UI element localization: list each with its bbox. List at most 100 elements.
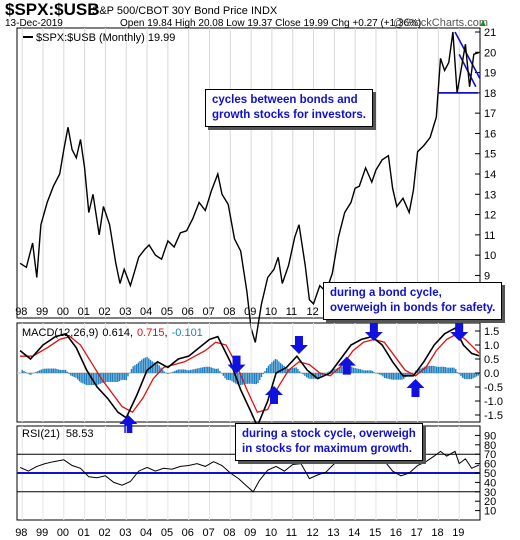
histogram-bar [196,368,199,373]
histogram-bar [331,369,334,373]
histogram-bar [413,372,415,374]
rsi-xtick-label: 00 [57,527,69,539]
histogram-bar [401,373,403,380]
histogram-bar [430,365,433,373]
rsi-xtick-label: 19 [452,527,464,539]
rsi-xtick-label: 15 [369,527,381,539]
rsi-xtick-label: 14 [348,527,360,539]
histogram-bar [179,369,181,373]
histogram-bar [302,373,304,375]
histogram-bar [474,373,476,378]
histogram-bar [279,362,282,373]
histogram-bar [38,370,41,373]
price-ytick-label: 14 [484,169,496,181]
histogram-bar [316,373,318,379]
histogram-bar [186,369,188,373]
histogram-bar [259,373,261,381]
rsi-xtick-label: 11 [286,527,297,539]
histogram-bar [427,365,429,373]
rsi-xtick-label: 08 [223,527,235,539]
macd-signal-line [20,333,480,414]
price-gridlines [21,28,460,318]
histogram-bar [215,368,218,373]
histogram-bar [444,367,447,373]
histogram-bar [319,373,322,377]
rsi-xtick-label: 07 [202,527,214,539]
histogram-bar [148,358,150,373]
histogram-bar [453,367,455,373]
histogram-bar [423,366,426,373]
macd-ytick-label: 0.5 [484,354,499,366]
histogram-bar [132,366,134,373]
rsi-value: 58.53 [66,428,94,440]
histogram-bar [163,371,166,373]
rsi-xtick-label: 02 [98,527,110,539]
histogram-bar [130,368,133,373]
annotation-stock-line2: in stocks for maximum growth. [242,443,412,455]
histogram-bar [250,373,252,384]
histogram-bar [278,361,280,373]
histogram-bar [477,373,479,376]
price-xtick-label: 04 [140,306,152,318]
histogram-bar [255,373,258,385]
price-series-line [19,31,480,343]
histogram-bar [406,373,408,377]
macd-ytick-label: 0.0 [484,368,499,380]
histogram-bar [233,373,235,383]
up-arrow-icon: ▲ [478,18,488,29]
histogram-bar [78,373,81,382]
histogram-bar [115,373,117,382]
histogram-bar [385,373,388,379]
rsi-xtick-label: 10 [265,527,277,539]
histogram-bar [359,369,362,373]
histogram-bar [434,366,436,373]
histogram-bar [298,371,301,373]
histogram-bar [120,373,122,381]
histogram-bar [50,368,53,373]
histogram-bar [276,359,278,373]
price-xtick-label: 01 [78,306,90,318]
histogram-bar [246,373,249,384]
histogram-bar [326,372,329,373]
histogram-bar [125,373,127,381]
histogram-bar [26,373,29,374]
price-ytick-label: 19 [484,68,496,80]
histogram-bar [59,369,62,373]
histogram-bar [167,373,169,374]
histogram-bar [141,359,143,373]
macd-line [19,327,480,429]
histogram-bar [71,373,74,377]
histogram-bar [200,367,202,373]
macd-trough-up-arrow [337,356,356,375]
histogram-bar [370,370,372,373]
histogram-bar [227,373,230,380]
histogram-bar [82,373,84,384]
histogram-bar [70,373,72,376]
histogram-bar [194,368,197,373]
histogram-bar [21,369,23,373]
histogram-bar [30,373,32,375]
symbol-title: $SPX:$USB [5,0,99,19]
histogram-bar [239,373,242,386]
histogram-bar [137,362,140,373]
histogram-bar [161,369,164,373]
histogram-bar [392,373,394,380]
histogram-bar [83,373,86,385]
price-ytick-label: 9 [484,270,490,282]
rsi-xtick-label: 09 [244,527,256,539]
histogram-bar [208,366,211,373]
histogram-bar [245,373,247,384]
histogram-bar [252,373,254,384]
macd-value: 0.614 [102,327,130,339]
macd-ytick-label: -1.5 [484,410,503,422]
histogram-bar [61,369,63,373]
histogram-bar [210,367,212,373]
histogram-bar [295,367,297,373]
rsi-ytick-label: 40 [484,477,496,489]
histogram-bar [338,367,341,373]
histogram-bar [24,372,27,373]
macd-ytick-label: -1.0 [484,396,503,408]
histogram-bar [201,367,204,373]
rsi-xtick-label: 99 [36,527,48,539]
histogram-bar [106,373,108,383]
